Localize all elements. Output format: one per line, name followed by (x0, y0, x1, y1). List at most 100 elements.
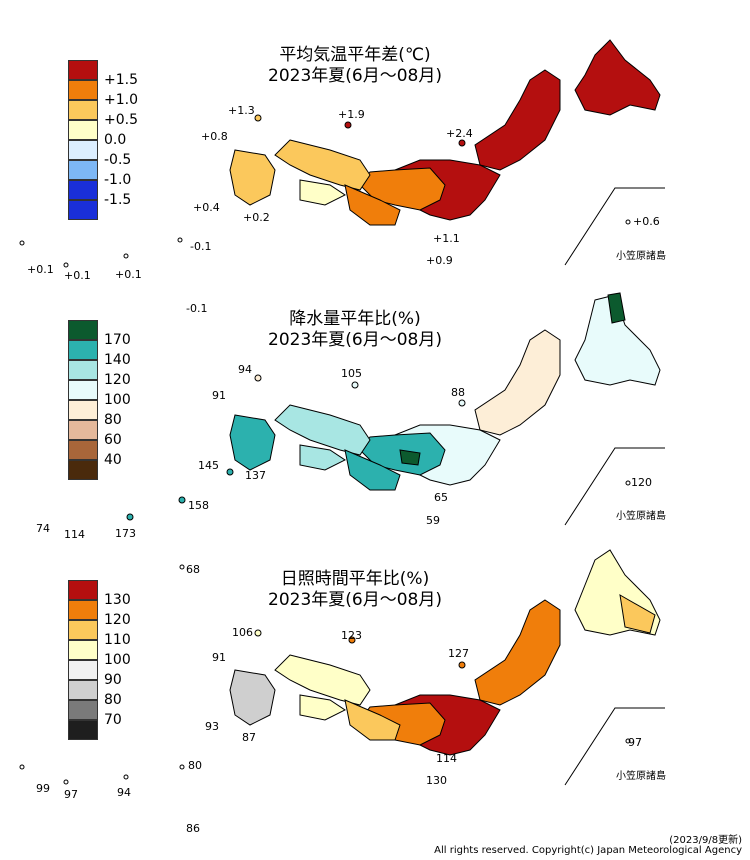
station-value: 80 (188, 759, 202, 772)
temperature-title-line1: 平均気温平年差(℃) (279, 45, 431, 65)
map-island (19, 764, 25, 770)
map-region-kinki (344, 449, 401, 491)
map-region-shikoku (299, 179, 346, 206)
station-value: 105 (341, 367, 362, 380)
legend-swatch (68, 580, 98, 600)
legend-swatch (68, 140, 98, 160)
legend-label: 100 (104, 652, 131, 668)
station-value: 97 (628, 736, 642, 749)
legend-swatch (68, 340, 98, 360)
map-island (625, 738, 631, 744)
station-value: 94 (117, 786, 131, 799)
legend-swatch (68, 100, 98, 120)
sunshine-map (19, 549, 665, 786)
map-region-hokkaido-east (619, 594, 656, 634)
legend-label: +1.5 (104, 72, 138, 88)
station-value: +2.4 (446, 127, 473, 140)
legend-swatch (68, 620, 98, 640)
map-region-tohoku (474, 599, 561, 706)
sunshine-title-line2: 2023年夏(6月～08月) (268, 590, 442, 610)
legend-label: +0.5 (104, 112, 138, 128)
legend-swatch (68, 440, 98, 460)
station-value: 99 (36, 782, 50, 795)
legend-label: 70 (104, 712, 122, 728)
map-island (458, 139, 466, 147)
map-region-shikoku (299, 444, 346, 471)
station-value: 91 (212, 651, 226, 664)
map-island (179, 564, 185, 570)
station-value: +0.1 (115, 268, 142, 281)
map-region-hokkaido (574, 39, 661, 116)
station-value: 68 (186, 563, 200, 576)
temperature-map (19, 39, 665, 268)
legend-label: 80 (104, 692, 122, 708)
station-value: 94 (238, 363, 252, 376)
legend-label: 60 (104, 432, 122, 448)
map-island (625, 219, 631, 225)
map-island (458, 399, 466, 407)
legend-swatch (68, 80, 98, 100)
station-value: +1.9 (338, 108, 365, 121)
legend-swatch (68, 660, 98, 680)
legend-label: 0.0 (104, 132, 127, 148)
map-region-shikoku (299, 694, 346, 721)
legend-label: -1.5 (104, 192, 132, 208)
station-value: +0.4 (193, 201, 220, 214)
station-value: 120 (631, 476, 652, 489)
station-value: 145 (198, 459, 219, 472)
station-value: 106 (232, 626, 253, 639)
legend-swatch (68, 120, 98, 140)
station-value: -0.1 (186, 302, 208, 315)
legend-swatch (68, 460, 98, 480)
legend-swatch (68, 680, 98, 700)
station-value: 97 (64, 788, 78, 801)
legend-label: 100 (104, 392, 131, 408)
station-value: 158 (188, 499, 209, 512)
legend-swatch (68, 60, 98, 80)
station-value: 137 (245, 469, 266, 482)
legend-swatch (68, 400, 98, 420)
map-island (63, 779, 69, 785)
legend-label: 120 (104, 612, 131, 628)
map-region-kyushu (229, 414, 276, 471)
station-value: 130 (426, 774, 447, 787)
map-region-chugoku (274, 139, 371, 191)
map-island (123, 774, 129, 780)
legend-swatch (68, 180, 98, 200)
legend-label: 40 (104, 452, 122, 468)
map-region-chugoku (274, 404, 371, 456)
map-island (625, 480, 631, 486)
station-value: 59 (426, 514, 440, 527)
legend-label: -0.5 (104, 152, 132, 168)
station-value: +1.1 (433, 232, 460, 245)
station-value: +0.1 (64, 269, 91, 282)
map-region-kinki (344, 184, 401, 226)
map-region-chugoku (274, 654, 371, 706)
temperature-title-line2: 2023年夏(6月～08月) (268, 66, 442, 86)
map-island (254, 629, 262, 637)
station-value: 173 (115, 527, 136, 540)
station-value: -0.1 (190, 240, 212, 253)
map-island (19, 240, 25, 246)
map-island (179, 764, 185, 770)
legend-label: 140 (104, 352, 131, 368)
legend-label: 120 (104, 372, 131, 388)
map-island (63, 262, 69, 268)
legend-swatch (68, 360, 98, 380)
legend-swatch (68, 600, 98, 620)
legend-swatch (68, 420, 98, 440)
ogasawara-label: 小笠原諸島 (616, 511, 666, 522)
legend-swatch (68, 200, 98, 220)
map-region-tohoku (474, 329, 561, 436)
precipitation-title: 降水量平年比(%) 2023年夏(6月～08月) (190, 309, 520, 351)
map-island (458, 661, 466, 669)
map-island (126, 513, 134, 521)
map-island (254, 374, 262, 382)
legend-swatch (68, 640, 98, 660)
legend-swatch (68, 700, 98, 720)
legend-swatch (68, 160, 98, 180)
ogasawara-inset-border (564, 447, 665, 526)
map-island (254, 114, 262, 122)
legend-label: 90 (104, 672, 122, 688)
map-region-hokkaido-north (607, 292, 626, 324)
